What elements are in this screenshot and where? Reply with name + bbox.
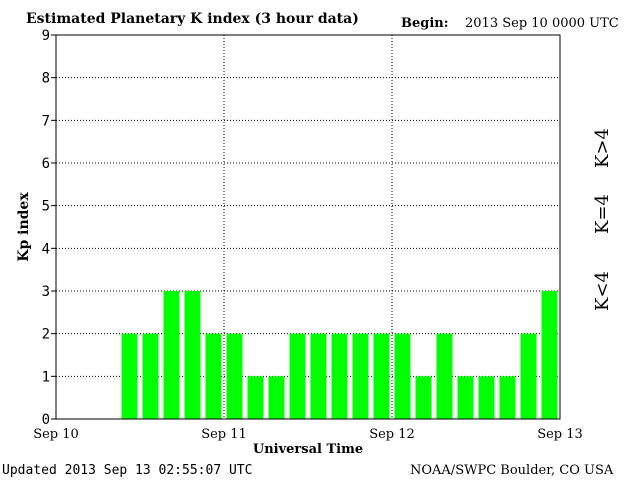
kp-bar: [226, 333, 243, 419]
x-tick-label: Sep 13: [537, 427, 583, 442]
updated-timestamp: Updated 2013 Sep 13 02:55:07 UTC: [2, 463, 252, 478]
x-tick-label: Sep 11: [201, 427, 247, 442]
kp-bar: [331, 333, 348, 419]
kp-bar: [520, 333, 537, 419]
kp-bar: [373, 333, 390, 419]
x-axis-label: Universal Time: [253, 442, 363, 457]
x-tick-label: Sep 10: [33, 427, 79, 442]
kp-bar: [310, 333, 327, 419]
kp-bar: [268, 376, 285, 419]
kp-bar: [457, 376, 474, 419]
bars: [121, 291, 558, 419]
kp-bar: [121, 333, 138, 419]
y-tick-label: 3: [42, 284, 50, 300]
kp-bar: [478, 376, 495, 419]
kp-bar: [436, 333, 453, 419]
y-tick-label: 1: [42, 369, 50, 385]
y-tick-label: 7: [42, 113, 50, 129]
x-tick-label: Sep 12: [369, 427, 415, 442]
y-tick-label: 6: [42, 156, 50, 172]
chart-title: Estimated Planetary K index (3 hour data…: [26, 11, 359, 27]
source-credit: NOAA/SWPC Boulder, CO USA: [410, 463, 614, 478]
kp-bar: [184, 291, 201, 419]
kp-bar: [142, 333, 159, 419]
y-tick-label: 9: [42, 28, 50, 44]
y-tick-label: 0: [42, 412, 50, 428]
kp-bar: [499, 376, 516, 419]
begin-label: Begin:: [401, 16, 449, 31]
kp-bar: [415, 376, 432, 419]
kp-bar: [352, 333, 369, 419]
legend-k-below-4: K<4: [592, 271, 613, 311]
plot-frame: [55, 34, 561, 420]
y-axis-label: Kp index: [16, 192, 32, 262]
kp-bar: [205, 333, 222, 419]
legend-k-equal-4: K=4: [592, 194, 613, 234]
y-tick-label: 4: [42, 241, 50, 257]
x-ticks: Sep 10 Sep 11 Sep 12 Sep 13: [33, 427, 583, 442]
y-ticks: 0 1 2 3 4 5 6 7 8 9: [42, 28, 56, 428]
kp-bar: [289, 333, 306, 419]
kp-bar: [163, 291, 180, 419]
kp-bar: [394, 333, 411, 419]
begin-value: 2013 Sep 10 0000 UTC: [465, 16, 619, 31]
kp-bar: [541, 291, 558, 419]
gridlines: [56, 35, 560, 419]
kp-bar: [247, 376, 264, 419]
y-tick-label: 2: [42, 327, 50, 343]
y-tick-label: 8: [42, 71, 50, 87]
y-tick-label: 5: [42, 199, 50, 215]
legend-k-above-4: K>4: [592, 128, 613, 168]
